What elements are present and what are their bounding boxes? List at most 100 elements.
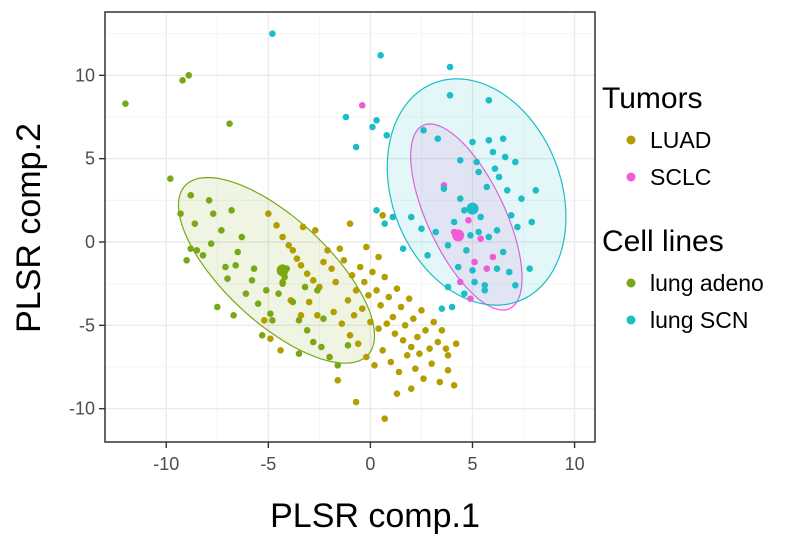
point-lung-scn (444, 242, 452, 249)
point-lung-adeno (254, 300, 262, 307)
point-luad (305, 298, 313, 306)
point-lung-scn (481, 287, 489, 294)
y-axis-title: PLSR comp.2 (10, 123, 48, 333)
legend-key (626, 278, 636, 288)
point-luad (418, 307, 425, 314)
point-luad (285, 242, 293, 249)
point-lung-adeno (267, 310, 274, 317)
point-luad (387, 358, 395, 366)
point-lung-scn (512, 158, 519, 166)
point-lung-adeno (187, 245, 195, 252)
point-luad (352, 398, 360, 406)
point-luad (334, 377, 342, 384)
point-luad (346, 332, 354, 339)
point-luad (434, 338, 442, 346)
point-luad (297, 262, 305, 269)
panel-background (105, 12, 595, 442)
point-luad (442, 345, 450, 352)
point-lung-adeno (183, 257, 190, 264)
point-lung-scn (456, 195, 464, 202)
point-lung-scn (485, 97, 493, 104)
point-luad (267, 335, 274, 342)
point-lung-adeno (213, 303, 221, 311)
point-luad (369, 268, 376, 276)
point-lung-scn (373, 207, 380, 214)
point-luad (385, 293, 393, 301)
point-lung-scn (407, 213, 415, 221)
point-lung-scn (493, 227, 501, 234)
point-lung-scn (514, 223, 521, 231)
point-luad (273, 222, 280, 229)
x-tick-label: 5 (467, 454, 477, 474)
point-lung-scn (473, 158, 480, 166)
point-lung-adeno (258, 332, 266, 339)
point-lung-adeno (122, 100, 129, 107)
point-luad (383, 320, 391, 327)
point-lung-adeno (303, 327, 311, 334)
point-lung-scn (471, 278, 478, 286)
x-tick-label: -5 (260, 454, 276, 474)
point-sclc (483, 265, 491, 272)
point-luad (320, 258, 327, 266)
point-lung-adeno (228, 207, 235, 214)
point-luad (311, 227, 319, 234)
grid (105, 12, 595, 442)
point-luad (332, 278, 340, 286)
point-sclc (456, 278, 464, 286)
point-lung-adeno (301, 283, 309, 291)
point-lung-scn (420, 127, 427, 134)
point-lung-scn (434, 135, 442, 142)
point-luad (444, 352, 452, 359)
point-lung-adeno (289, 298, 297, 306)
legend: Tumors LUAD SCLC Cell lines lung adeno lung S… (602, 82, 764, 333)
point-lung-scn (373, 117, 380, 124)
x-tick-label: 10 (565, 454, 585, 474)
point-luad (328, 265, 335, 272)
legend-key (626, 315, 636, 325)
point-lung-scn (446, 92, 454, 99)
point-lung-scn (269, 30, 276, 37)
point-lung-adeno (238, 233, 246, 241)
point-lung-scn (485, 137, 493, 144)
x-tick-label: 0 (365, 454, 375, 474)
point-lung-scn (469, 267, 476, 274)
point-luad (393, 285, 401, 292)
point-luad (299, 223, 307, 231)
point-lung-scn (477, 213, 484, 221)
point-lung-adeno (226, 120, 233, 127)
point-luad (277, 347, 284, 354)
x-axis-title: PLSR comp.1 (270, 497, 480, 535)
point-lung-scn (469, 138, 476, 146)
point-lung-scn (499, 135, 507, 142)
point-lung-scn (503, 187, 511, 194)
point-luad (420, 375, 427, 382)
point-lung-adeno (295, 350, 303, 357)
point-lung-scn (481, 282, 489, 289)
point-luad (422, 327, 429, 334)
point-lung-adeno (262, 287, 270, 294)
point-lung-adeno (218, 227, 225, 234)
point-luad (354, 340, 362, 347)
point-luad (260, 317, 268, 324)
point-luad (379, 212, 386, 219)
point-lung-adeno (344, 342, 352, 349)
point-lung-scn (377, 52, 384, 59)
panel-border (104, 11, 596, 443)
point-lung-adeno (242, 290, 250, 297)
point-luad (375, 325, 382, 332)
point-luad (416, 350, 423, 357)
y-tick-label: -10 (69, 399, 95, 419)
point-lung-adeno (269, 317, 276, 324)
point-lung-scn (518, 195, 525, 202)
point-lung-adeno (167, 175, 174, 182)
y-tick-label: 5 (85, 149, 95, 169)
point-lung-scn (467, 232, 474, 239)
data-points (122, 30, 540, 422)
point-luad (297, 312, 305, 319)
point-lung-scn (342, 113, 350, 121)
y-tick-label: -5 (79, 315, 95, 335)
point-lung-scn (440, 185, 448, 192)
point-lung-adeno (193, 247, 201, 254)
legend-label: LUAD (650, 127, 711, 153)
point-lung-scn (485, 233, 493, 241)
